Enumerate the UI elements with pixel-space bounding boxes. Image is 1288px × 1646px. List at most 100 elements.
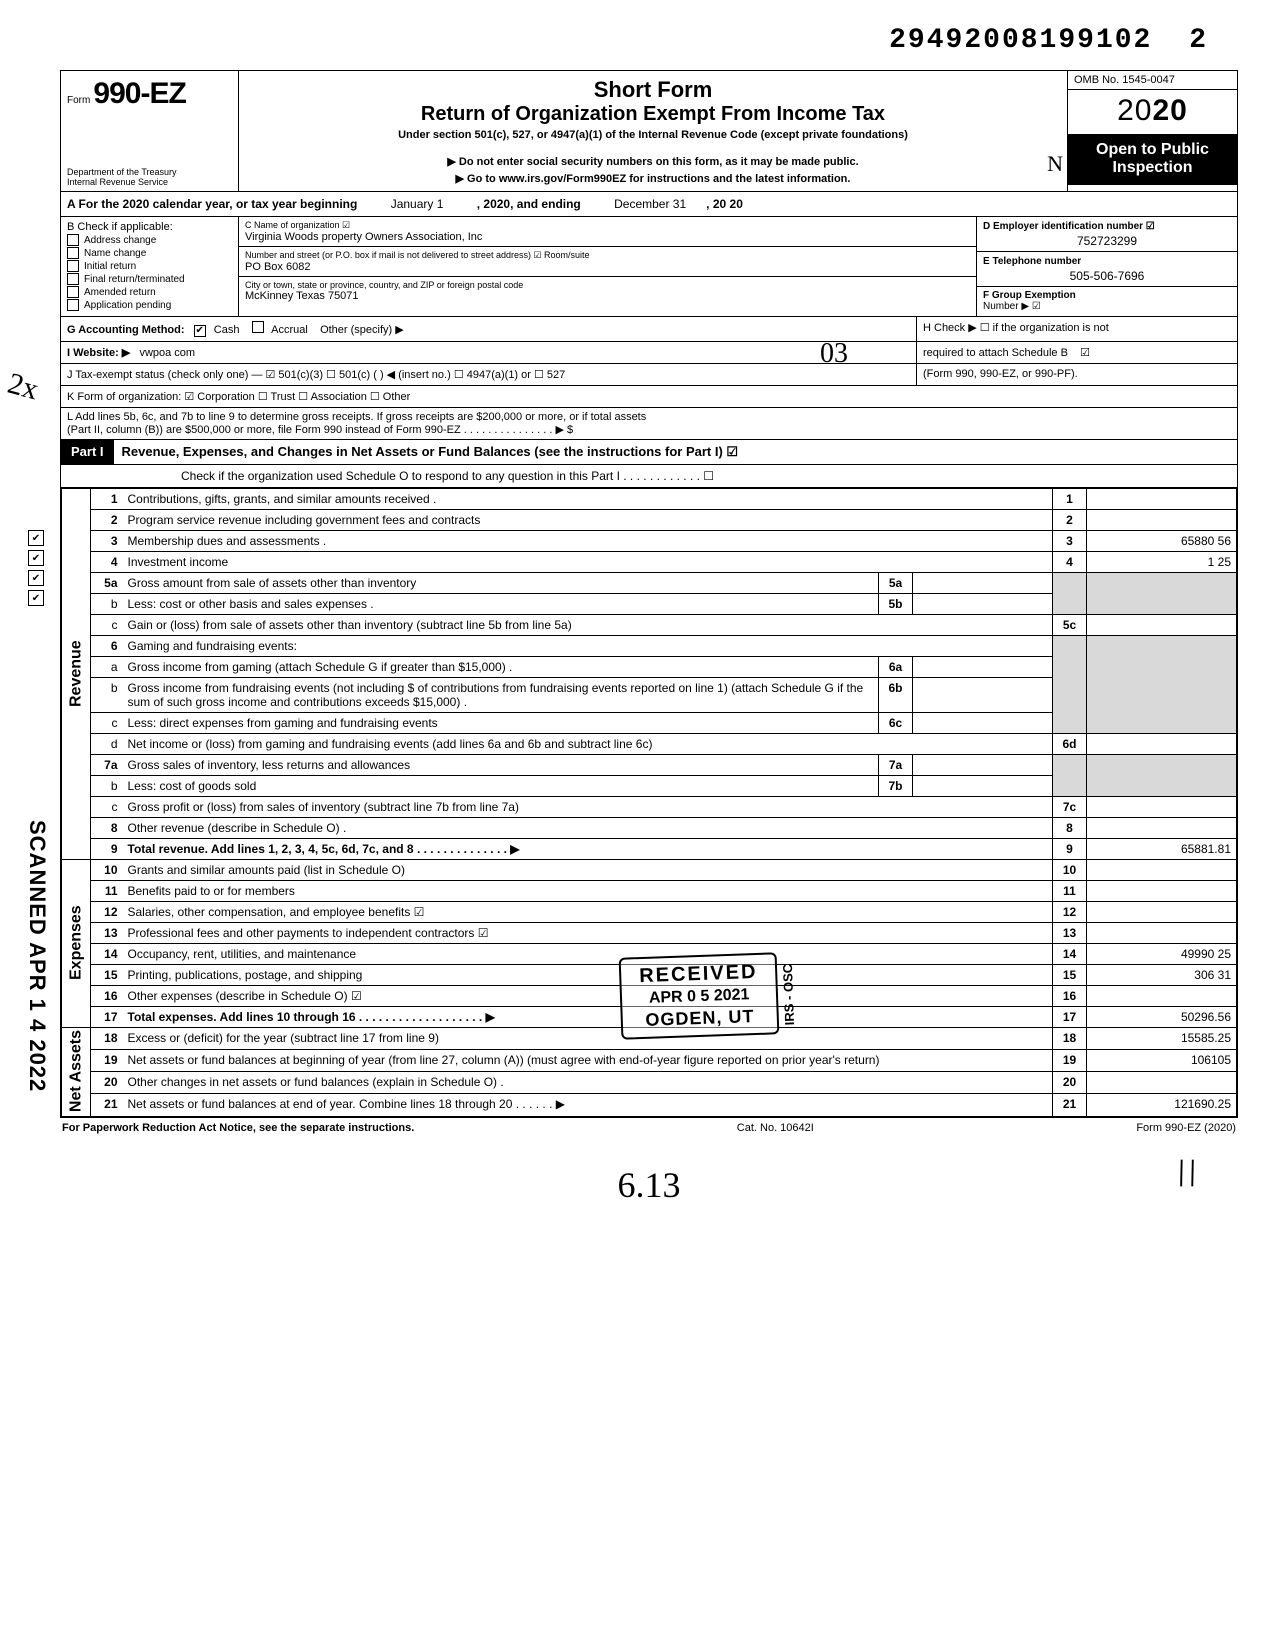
g-cash: Cash <box>214 324 240 336</box>
row13-amt <box>1087 922 1237 943</box>
title-short-form: Short Form <box>247 77 1059 103</box>
row5b-mamt <box>913 593 1053 614</box>
g-accrual: Accrual <box>271 324 308 336</box>
row6d-num: d <box>91 733 123 754</box>
row14-desc: Occupancy, rent, utilities, and maintena… <box>123 943 1053 964</box>
row3-desc: Membership dues and assessments . <box>123 530 1053 551</box>
h-line1: H Check ▶ ☐ if the organization is not <box>923 322 1109 334</box>
row7a-num: 7a <box>91 754 123 775</box>
row2-desc: Program service revenue including govern… <box>123 509 1053 530</box>
row6a-num: a <box>91 656 123 677</box>
chk-pending[interactable] <box>67 299 79 311</box>
row-j: J Tax-exempt status (check only one) — ☑… <box>61 364 1237 386</box>
handwritten-613: 6.13 <box>60 1164 1238 1206</box>
gutter-check-3 <box>28 570 44 586</box>
row18-box: 18 <box>1053 1027 1087 1049</box>
row6b-mamt <box>913 677 1053 712</box>
row15-amt: 306 31 <box>1087 964 1237 985</box>
row4-desc: Investment income <box>123 551 1053 572</box>
row11-amt <box>1087 880 1237 901</box>
row5a-desc: Gross amount from sale of assets other t… <box>123 572 879 593</box>
row7a-mbox: 7a <box>879 754 913 775</box>
chk-name[interactable] <box>67 247 79 259</box>
c-city-value: McKinney Texas 75071 <box>245 290 359 302</box>
row20-box: 20 <box>1053 1072 1087 1094</box>
row17-desc: Total expenses. Add lines 10 through 16 … <box>128 1010 495 1024</box>
handwritten-03: 03 <box>820 338 848 370</box>
shade-5 <box>1053 572 1087 614</box>
received-side: IRS - OSC <box>780 964 797 1026</box>
row6-num: 6 <box>91 635 123 656</box>
row6a-mamt <box>913 656 1053 677</box>
shade-7-amt <box>1087 754 1237 796</box>
chk-amended[interactable] <box>67 286 79 298</box>
row2-amt <box>1087 509 1237 530</box>
row20-num: 20 <box>91 1072 123 1094</box>
g-accounting: G Accounting Method: Cash Accrual Other … <box>61 317 917 341</box>
row20-desc: Other changes in net assets or fund bala… <box>123 1072 1053 1094</box>
row6c-mamt <box>913 712 1053 733</box>
dept-irs: Internal Revenue Service <box>67 178 232 187</box>
chk-accrual[interactable] <box>252 321 264 333</box>
header-right: OMB No. 1545-0047 2020 Open to Public In… <box>1067 71 1237 191</box>
chk-final[interactable] <box>67 273 79 285</box>
c-street-label: Number and street (or P.O. box if mail i… <box>245 250 970 261</box>
tax-year: 2020 <box>1068 90 1237 135</box>
row19-desc: Net assets or fund balances at beginning… <box>123 1049 1053 1071</box>
row21-box: 21 <box>1053 1094 1087 1116</box>
row7c-box: 7c <box>1053 796 1087 817</box>
received-location: OGDEN, UT <box>640 1006 759 1031</box>
e-phone: 505-506-7696 <box>983 269 1231 283</box>
handwritten-n: N <box>1047 151 1063 177</box>
shade-6 <box>1053 635 1087 733</box>
c-name-value: Virginia Woods property Owners Associati… <box>245 231 482 243</box>
column-de: D Employer identification number ☑ 75272… <box>977 217 1237 316</box>
row9-desc: Total revenue. Add lines 1, 2, 3, 4, 5c,… <box>128 842 520 856</box>
row8-amt <box>1087 817 1237 838</box>
row5c-amt <box>1087 614 1237 635</box>
row19-num: 19 <box>91 1049 123 1071</box>
row6d-amt <box>1087 733 1237 754</box>
row-gh: G Accounting Method: Cash Accrual Other … <box>61 317 1237 342</box>
h-box: ☑ <box>1080 347 1090 359</box>
row16-amt <box>1087 985 1237 1006</box>
row16-desc: Other expenses (describe in Schedule O) … <box>123 985 1053 1006</box>
row14-num: 14 <box>91 943 123 964</box>
line-a-begin: January 1 <box>391 197 444 211</box>
row-k: K Form of organization: ☑ Corporation ☐ … <box>61 386 1237 408</box>
part1-header: Part I Revenue, Expenses, and Changes in… <box>61 440 1237 465</box>
row7b-num: b <box>91 775 123 796</box>
title-return: Return of Organization Exempt From Incom… <box>247 103 1059 126</box>
column-c: C Name of organization ☑ Virginia Woods … <box>239 217 977 316</box>
gutter-check-1 <box>28 530 44 546</box>
instruction-url: ▶ Go to www.irs.gov/Form990EZ for instru… <box>247 172 1059 185</box>
header-left: Form 990-EZ Department of the Treasury I… <box>61 71 239 191</box>
f-label2: Number ▶ ☑ <box>983 301 1231 312</box>
row-i: I Website: ▶ vwpoa com required to attac… <box>61 342 1237 364</box>
omb-number: OMB No. 1545-0047 <box>1068 71 1237 90</box>
gutter-checks <box>28 530 44 606</box>
row18-num: 18 <box>91 1027 123 1049</box>
row3-amt: 65880 56 <box>1087 530 1237 551</box>
handwritten-margin-2x: 2x <box>4 367 42 408</box>
received-title: RECEIVED <box>639 961 758 988</box>
row6d-desc: Net income or (loss) from gaming and fun… <box>123 733 1053 754</box>
row9-amt: 65881.81 <box>1087 838 1237 859</box>
chk-address[interactable] <box>67 234 79 246</box>
row15-num: 15 <box>91 964 123 985</box>
row6b-desc: Gross income from fundraising events (no… <box>123 677 879 712</box>
row15-box: 15 <box>1053 964 1087 985</box>
row7c-amt <box>1087 796 1237 817</box>
chk-initial[interactable] <box>67 260 79 272</box>
open-line2: Inspection <box>1068 159 1237 177</box>
chk-cash[interactable] <box>194 325 206 337</box>
f-label1: F Group Exemption <box>983 290 1231 301</box>
b-final: Final return/terminated <box>84 274 185 285</box>
c-city-label: City or town, state or province, country… <box>245 280 970 290</box>
line-a: A For the 2020 calendar year, or tax yea… <box>61 192 1237 217</box>
d-ein: 752723299 <box>983 234 1231 248</box>
footer-mid: Cat. No. 10642I <box>737 1122 814 1134</box>
row5a-num: 5a <box>91 572 123 593</box>
received-stamp: RECEIVED APR 0 5 2021 OGDEN, UT IRS - OS… <box>619 952 780 1039</box>
h-line2: required to attach Schedule B <box>923 347 1068 359</box>
